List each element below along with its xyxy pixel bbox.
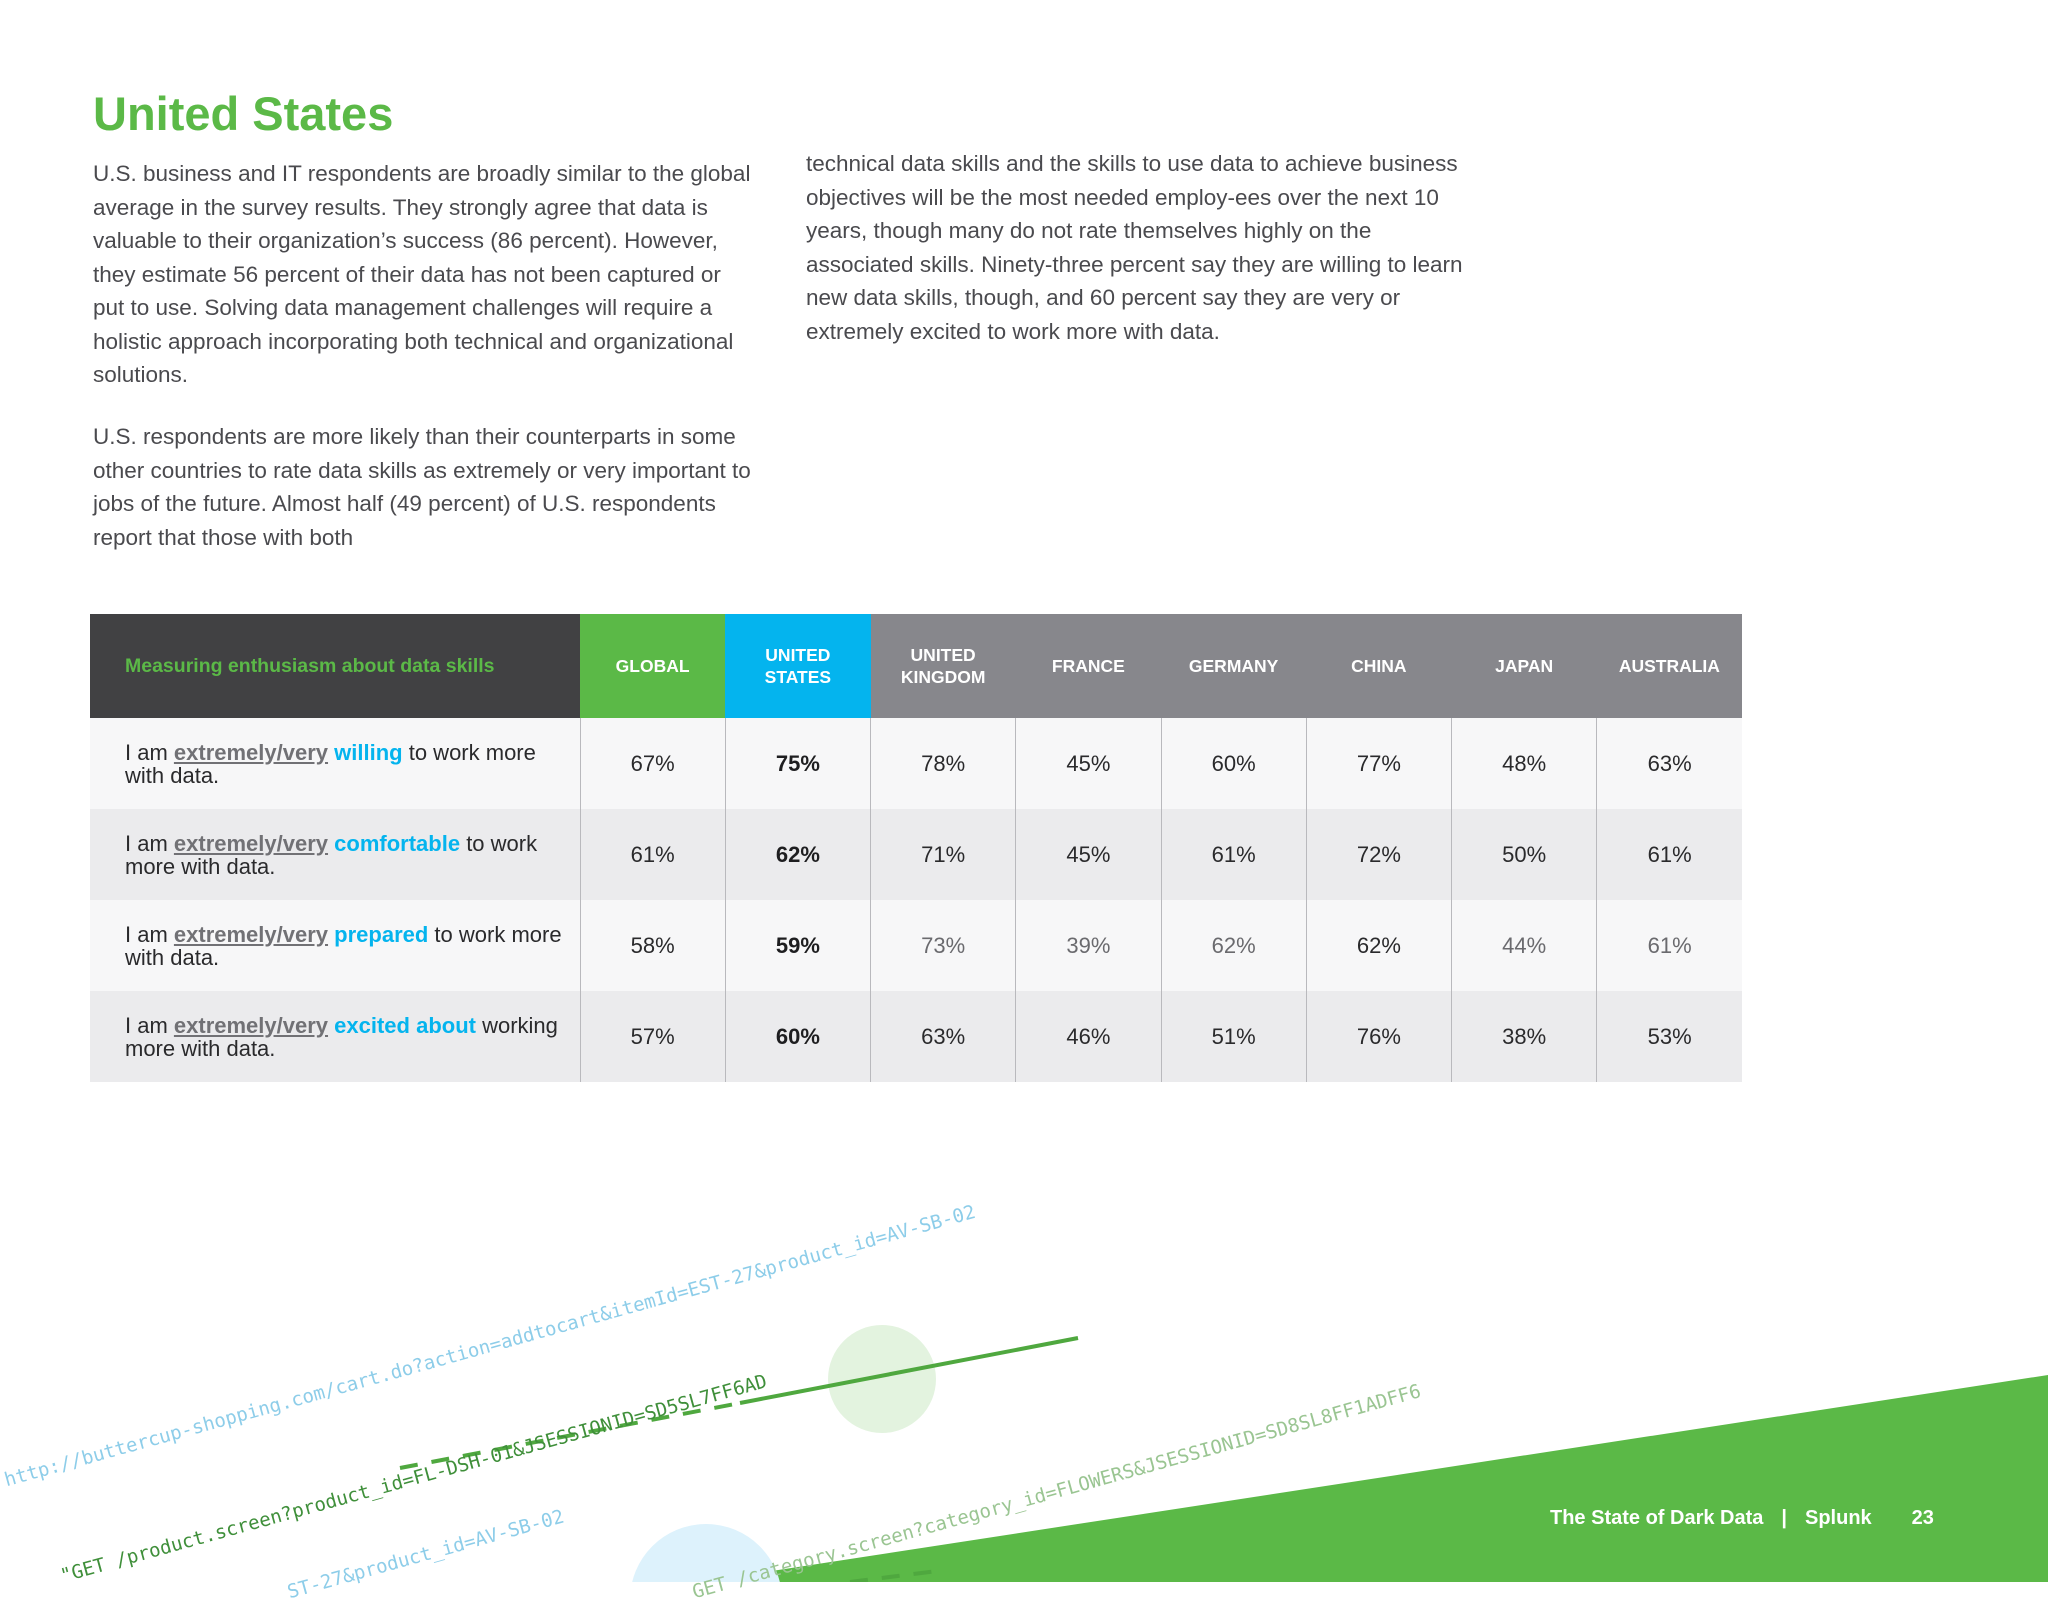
row-label-keyword: comfortable [334, 830, 461, 856]
value-cell-australia: 61% [1596, 900, 1742, 991]
value-cell-germany: 51% [1160, 991, 1307, 1082]
value-cell-united-kingdom: 78% [869, 718, 1016, 809]
page-title: United States [93, 87, 394, 140]
page-footer: The State of Dark Data | Splunk 23 [1550, 1507, 1934, 1530]
decorative-green-dashed-line [399, 1401, 741, 1470]
value-cell-global: 67% [579, 718, 726, 809]
value-cell-china: 72% [1305, 809, 1452, 900]
enthusiasm-table: Measuring enthusiasm about data skills G… [90, 614, 1742, 1082]
body-paragraph: U.S. respondents are more likely than th… [93, 424, 751, 550]
row-label: I am extremely/very excited about workin… [90, 991, 580, 1082]
decorative-green-line [739, 1336, 1079, 1405]
value-cell-france: 45% [1015, 809, 1161, 900]
value-cell-china: 62% [1305, 900, 1452, 991]
value-cell-united-kingdom: 73% [869, 900, 1016, 991]
footer-separator: | [1781, 1507, 1787, 1529]
row-label-suffix: working more with data. [125, 1012, 558, 1061]
row-label: I am extremely/very prepared to work mor… [90, 900, 580, 991]
table-row: I am extremely/very willing to work more… [90, 718, 1742, 809]
row-label: I am extremely/very willing to work more… [90, 718, 580, 809]
decorative-green-circle [828, 1325, 936, 1433]
value-cell-france: 39% [1015, 900, 1161, 991]
row-label-keyword: prepared [334, 921, 429, 947]
table-header-label: Measuring enthusiasm about data skills [90, 614, 580, 718]
body-paragraph: U.S. business and IT respondents are bro… [93, 161, 751, 387]
row-label-suffix: to work more with data. [125, 739, 536, 788]
value-cell-australia: 63% [1596, 718, 1742, 809]
value-cell-germany: 62% [1160, 900, 1307, 991]
footer-doc-title: The State of Dark Data [1550, 1507, 1764, 1529]
value-cell-global: 58% [579, 900, 726, 991]
row-label-prefix: I am [125, 739, 174, 765]
value-cell-united-states: 59% [724, 900, 871, 991]
value-cell-japan: 50% [1450, 809, 1597, 900]
value-cell-global: 61% [579, 809, 726, 900]
value-cell-japan: 44% [1450, 900, 1597, 991]
row-label-emphasis: extremely/very [173, 830, 329, 856]
value-cell-united-states: 60% [724, 991, 871, 1082]
column-header-china: CHINA [1306, 614, 1452, 718]
value-cell-global: 57% [579, 991, 726, 1082]
page-number: 23 [1911, 1507, 1934, 1529]
footer-brand: Splunk [1805, 1507, 1872, 1529]
value-cell-china: 77% [1305, 718, 1452, 809]
table-header-row: Measuring enthusiasm about data skills G… [90, 614, 1742, 718]
table-row: I am extremely/very prepared to work mor… [90, 900, 1742, 991]
table-row: I am extremely/very comfortable to work … [90, 809, 1742, 900]
column-header-germany: GERMANY [1161, 614, 1307, 718]
value-cell-germany: 61% [1160, 809, 1307, 900]
value-cell-united-kingdom: 71% [869, 809, 1016, 900]
row-label-prefix: I am [125, 1012, 174, 1038]
value-cell-france: 46% [1015, 991, 1161, 1082]
row-label-prefix: I am [125, 921, 174, 947]
column-header-united-states: UNITED STATES [725, 614, 871, 718]
row-label-emphasis: extremely/very [173, 1012, 329, 1038]
value-cell-australia: 53% [1596, 991, 1742, 1082]
column-header-france: FRANCE [1015, 614, 1161, 718]
column-header-united-kingdom: UNITED KINGDOM [870, 614, 1016, 718]
value-cell-united-states: 75% [724, 718, 871, 809]
row-label-suffix: to work more with data. [125, 921, 562, 970]
green-corner-shape [700, 1375, 2048, 1582]
row-label-keyword: willing [334, 739, 403, 765]
table-row: I am extremely/very excited about workin… [90, 991, 1742, 1082]
column-header-australia: AUSTRALIA [1596, 614, 1742, 718]
decorative-green-dashed-line-2 [849, 1568, 946, 1582]
value-cell-japan: 38% [1450, 991, 1597, 1082]
value-cell-japan: 48% [1450, 718, 1597, 809]
body-paragraph: technical data skills and the skills to … [806, 151, 1463, 344]
row-label-prefix: I am [125, 830, 174, 856]
value-cell-australia: 61% [1596, 809, 1742, 900]
column-header-japan: JAPAN [1451, 614, 1597, 718]
row-label-suffix: to work more with data. [125, 830, 538, 879]
value-cell-united-states: 62% [724, 809, 871, 900]
decorative-blue-circle [632, 1524, 780, 1582]
row-label-emphasis: extremely/very [173, 739, 329, 765]
value-cell-china: 76% [1305, 991, 1452, 1082]
row-label-emphasis: extremely/very [173, 921, 329, 947]
column-header-global: GLOBAL [580, 614, 726, 718]
value-cell-germany: 60% [1160, 718, 1307, 809]
row-label: I am extremely/very comfortable to work … [90, 809, 580, 900]
value-cell-united-kingdom: 63% [869, 991, 1016, 1082]
row-label-keyword: excited about [334, 1012, 476, 1038]
value-cell-france: 45% [1015, 718, 1161, 809]
